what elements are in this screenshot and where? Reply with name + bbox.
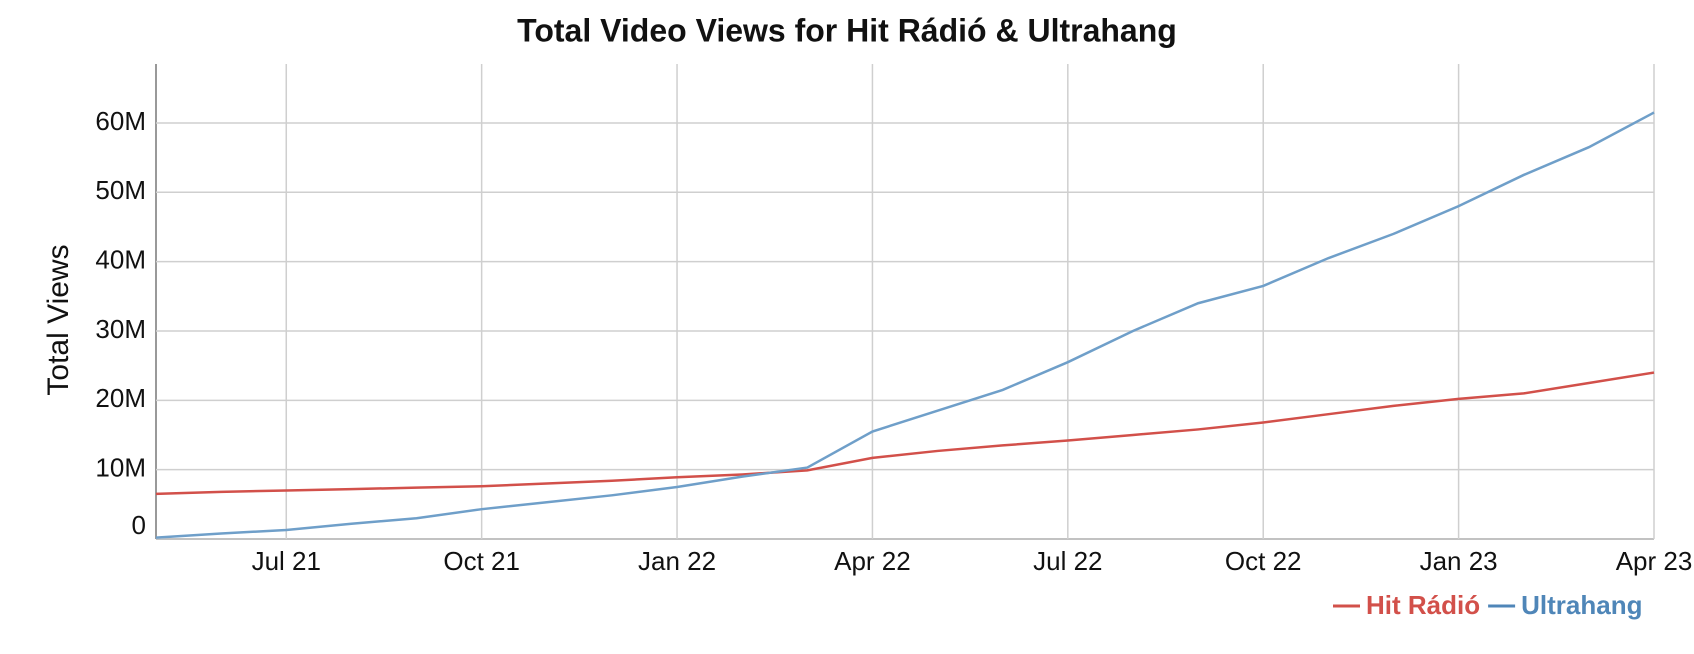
y-tick-label: 0 xyxy=(132,510,146,540)
y-tick-label: 30M xyxy=(95,314,146,344)
x-tick-label: Jul 22 xyxy=(1033,546,1102,576)
y-axis-label: Total Views xyxy=(42,244,75,395)
x-tick-label: Jan 22 xyxy=(638,546,716,576)
x-tick-label: Jan 23 xyxy=(1420,546,1498,576)
y-tick-label: 40M xyxy=(95,245,146,275)
x-tick-label: Jul 21 xyxy=(252,546,321,576)
x-tick-label: Oct 22 xyxy=(1225,546,1302,576)
y-tick-label: 50M xyxy=(95,175,146,205)
y-tick-label: 20M xyxy=(95,383,146,413)
legend-label: Ultrahang xyxy=(1521,590,1642,620)
series-line xyxy=(155,111,1655,539)
chart-title: Total Video Views for Hit Rádió & Ultrah… xyxy=(517,12,1177,48)
y-tick-label: 10M xyxy=(95,453,146,483)
x-tick-label: Apr 23 xyxy=(1616,546,1693,576)
x-tick-label: Oct 21 xyxy=(443,546,520,576)
series-line xyxy=(155,371,1655,496)
x-tick-label: Apr 22 xyxy=(834,546,911,576)
legend-label: Hit Rádió xyxy=(1366,590,1480,620)
legend: Hit Rádió Ultrahang xyxy=(1333,590,1642,620)
y-tick-label: 60M xyxy=(95,106,146,136)
